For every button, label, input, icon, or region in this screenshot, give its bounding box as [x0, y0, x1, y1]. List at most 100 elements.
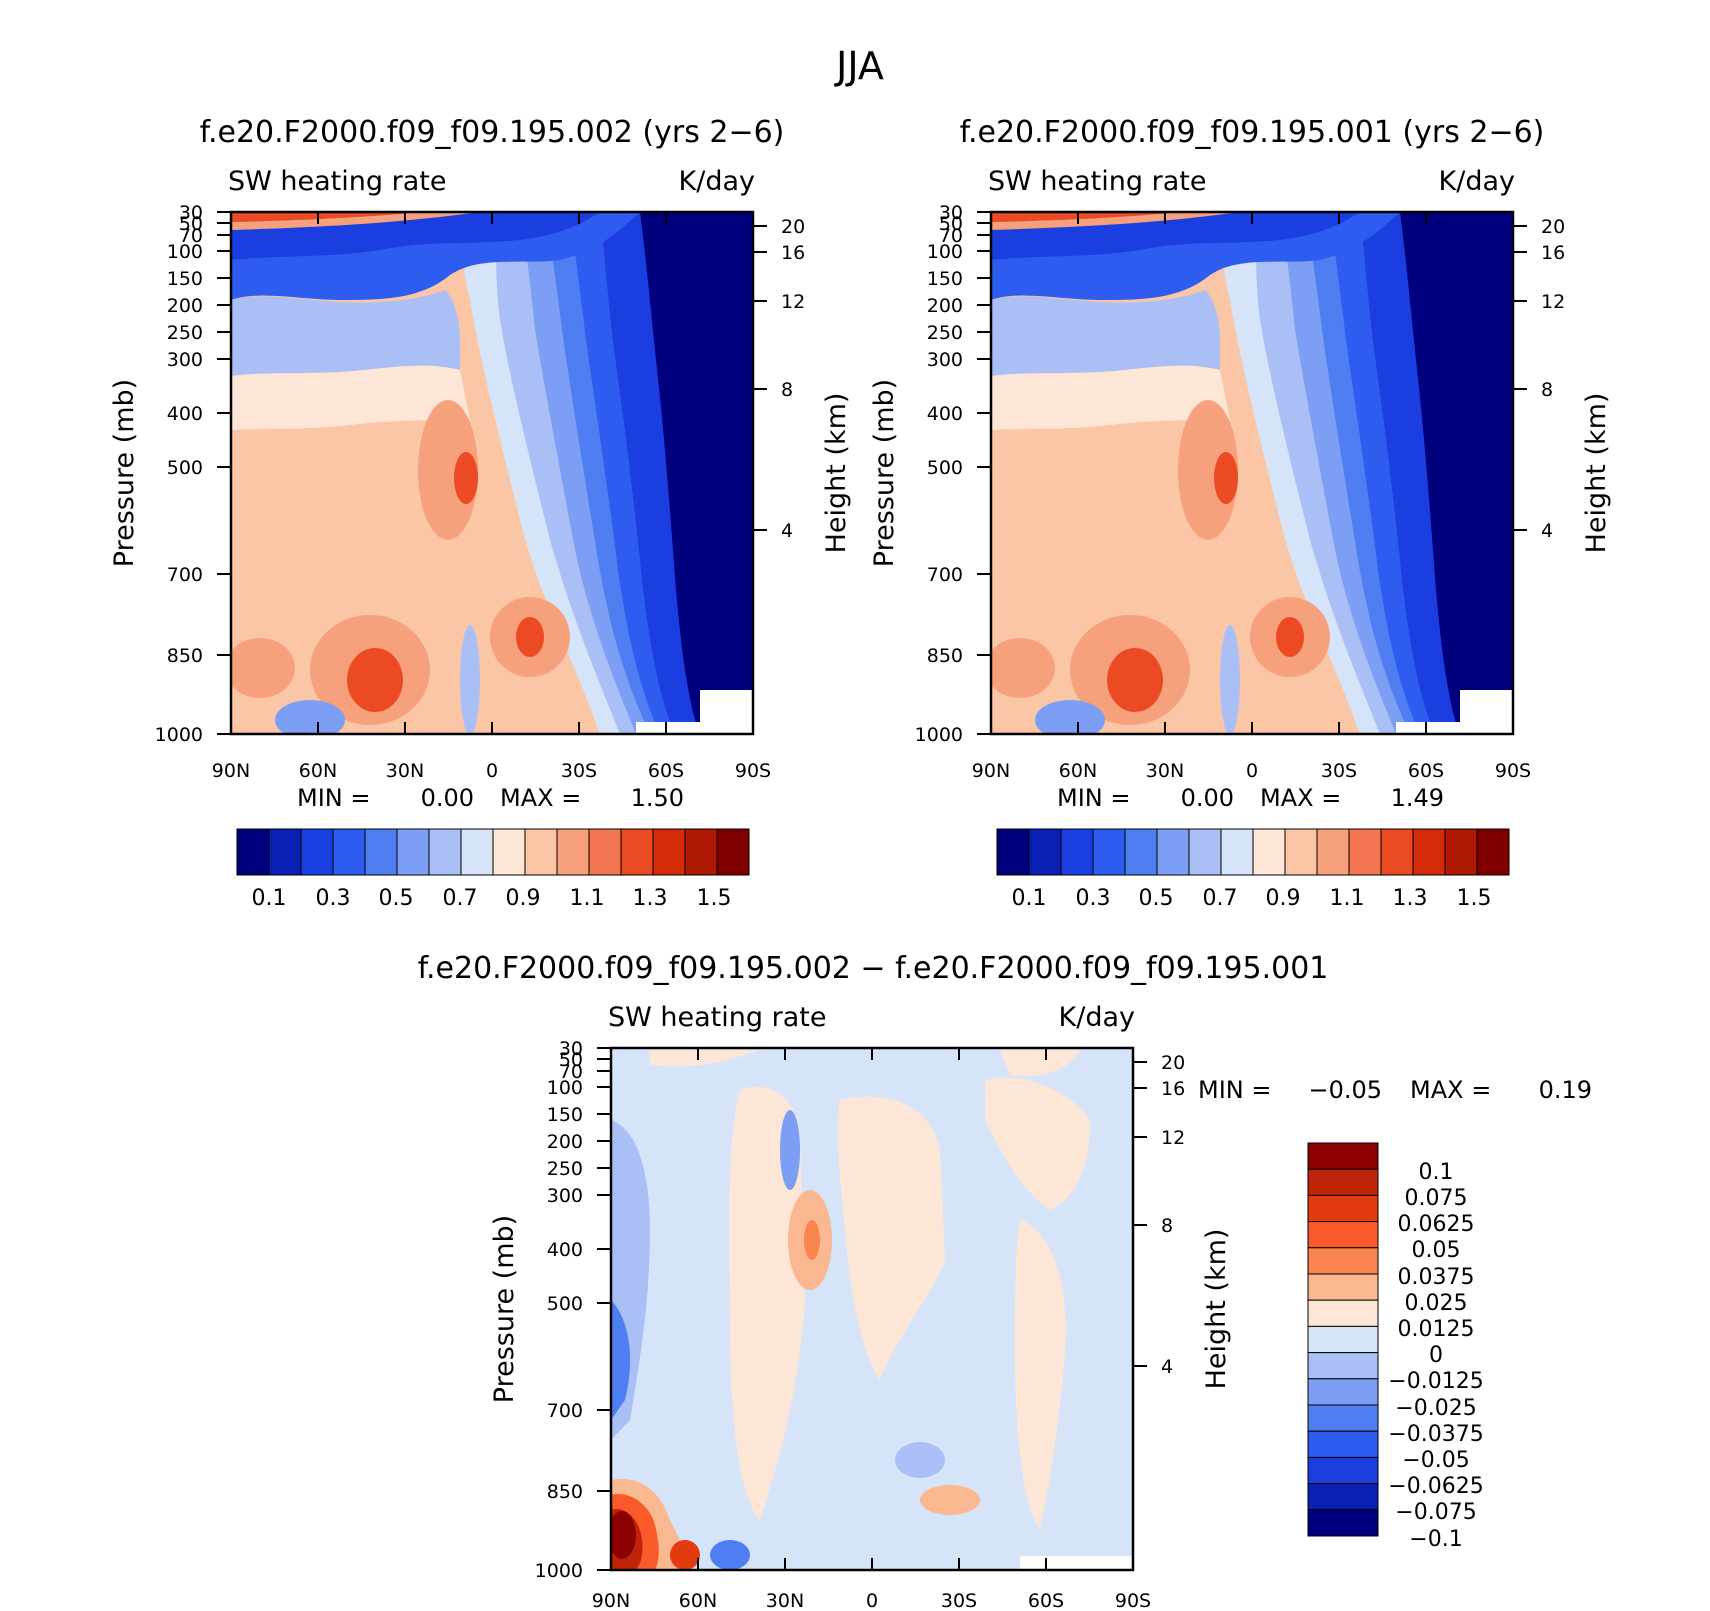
y2-axis-label: Height (km) [1201, 1229, 1232, 1390]
colorbar-label: 0.9 [1266, 886, 1301, 911]
colorbar-swatch [1307, 1142, 1379, 1170]
x-tick-label: 30N [1146, 760, 1184, 782]
y2-tick-label: 12 [781, 291, 805, 313]
colorbar-label: −0.05 [1402, 1448, 1469, 1473]
colorbar-swatch [1476, 828, 1510, 876]
colorbar-label: 0 [1429, 1343, 1443, 1368]
y-axis-label: Pressure (mb) [489, 1215, 520, 1403]
colorbar-label: 1.5 [1457, 886, 1492, 911]
y2-tick-label: 4 [1541, 520, 1553, 542]
colorbar-label: −0.0625 [1388, 1474, 1483, 1499]
colorbar-label: −0.0125 [1388, 1369, 1483, 1394]
min-label: MIN = [1057, 784, 1130, 812]
y-tick-label: 500 [927, 457, 963, 479]
x-tick-label: 90N [212, 760, 250, 782]
colorbar-label: 1.3 [633, 886, 668, 911]
y2-tick-label: 16 [1541, 242, 1565, 264]
colorbar-swatch [1252, 828, 1286, 876]
tick-marks [217, 211, 767, 735]
y-tick-label: 50 [939, 213, 963, 235]
y-tick-label: 850 [547, 1481, 583, 1503]
x-tick-labels: 90N 60N 30N 0 30S 60S 90S [592, 1590, 1151, 1611]
x-tick-label: 30N [386, 760, 424, 782]
x-tick-label: 30S [561, 760, 597, 782]
colorbar-swatch [492, 828, 526, 876]
y-tick-label: 250 [927, 322, 963, 344]
colorbar-swatch [1348, 828, 1382, 876]
y2-tick-labels: 20 16 12 8 4 [781, 216, 805, 542]
min-label: MIN = [297, 784, 370, 812]
max-label: MAX = [1410, 1076, 1491, 1104]
colorbar-swatch [1307, 1325, 1379, 1354]
y-tick-label: 250 [167, 322, 203, 344]
panel-difference: f.e20.F2000.f09_f09.195.002 − f.e20.F200… [418, 951, 1592, 1611]
y-axis-label: Pressure (mb) [869, 379, 900, 567]
figure-title: JJA [834, 44, 884, 88]
x-tick-label: 60N [1059, 760, 1097, 782]
y-tick-label: 100 [547, 1077, 583, 1099]
colorbar-swatch [1307, 1483, 1379, 1511]
y-tick-label: 1000 [535, 1560, 583, 1582]
panel-units-label: K/day [1059, 1002, 1135, 1033]
min-value: 0.00 [1181, 784, 1234, 812]
y2-axis-label: Height (km) [1581, 393, 1612, 554]
colorbar-label: 0.5 [379, 886, 414, 911]
y-tick-label: 30 [559, 1038, 583, 1060]
colorbar-labels: 0.1 0.3 0.5 0.7 0.9 1.1 1.3 1.5 [1012, 886, 1492, 911]
colorbar-swatch [1444, 828, 1478, 876]
min-max-readout: MIN = 0.00 MAX = 1.49 [1057, 784, 1444, 812]
colorbar-swatch [1124, 828, 1158, 876]
x-tick-label: 90S [735, 760, 771, 782]
colorbar-label: 1.1 [1330, 886, 1365, 911]
colorbar-swatch [1307, 1273, 1379, 1301]
y2-tick-label: 20 [781, 216, 805, 238]
panel-variable-label: SW heating rate [988, 166, 1206, 197]
y-tick-labels: 30 50 70 100 150 200 250 300 400 500 700… [915, 202, 963, 746]
colorbar-swatch [1307, 1221, 1379, 1249]
panel-title: f.e20.F2000.f09_f09.195.002 − f.e20.F200… [418, 951, 1329, 986]
colorbar-swatch [1220, 828, 1254, 876]
y-tick-label: 300 [927, 349, 963, 371]
colorbar-label: 0.7 [1203, 886, 1238, 911]
colorbar-labels: 0.1 0.075 0.0625 0.05 0.0375 0.025 0.012… [1388, 1160, 1483, 1552]
y-tick-label: 250 [547, 1158, 583, 1180]
colorbar-label: 0.1 [252, 886, 287, 911]
colorbar-swatch [588, 828, 622, 876]
x-tick-label: 90S [1115, 1590, 1151, 1611]
panel-title: f.e20.F2000.f09_f09.195.001 (yrs 2−6) [960, 115, 1545, 150]
y-tick-label: 30 [179, 202, 203, 224]
y-tick-label: 30 [939, 202, 963, 224]
y-tick-label: 500 [547, 1293, 583, 1315]
colorbar-label: −0.1 [1409, 1527, 1462, 1552]
y-tick-labels: 30 50 70 100 150 200 250 300 400 500 700… [535, 1038, 583, 1582]
colorbar [996, 828, 1510, 876]
x-tick-label: 60N [299, 760, 337, 782]
y-tick-label: 300 [167, 349, 203, 371]
max-value: 0.19 [1539, 1076, 1592, 1104]
colorbar-label: 1.5 [697, 886, 732, 911]
colorbar-label: −0.0375 [1388, 1422, 1483, 1447]
y-tick-label: 70 [559, 1061, 583, 1083]
x-tick-label: 90S [1495, 760, 1531, 782]
tick-marks [597, 1047, 1147, 1571]
colorbar-labels: 0.1 0.3 0.5 0.7 0.9 1.1 1.3 1.5 [252, 886, 732, 911]
y-tick-label: 150 [167, 268, 203, 290]
max-label: MAX = [500, 784, 581, 812]
y-tick-label: 700 [927, 564, 963, 586]
panel-units-label: K/day [1439, 166, 1515, 197]
colorbar-swatch [1092, 828, 1126, 876]
y-tick-label: 200 [547, 1131, 583, 1153]
colorbar-swatch [396, 828, 430, 876]
panel-units-label: K/day [679, 166, 755, 197]
colorbar-swatch [556, 828, 590, 876]
y-axis-label: Pressure (mb) [109, 379, 140, 567]
y-tick-label: 100 [927, 241, 963, 263]
colorbar-swatch [1188, 828, 1222, 876]
y-tick-label: 150 [547, 1104, 583, 1126]
y-tick-label: 100 [167, 241, 203, 263]
panel-variable-label: SW heating rate [608, 1002, 826, 1033]
y-tick-label: 850 [927, 645, 963, 667]
min-label: MIN = [1198, 1076, 1271, 1104]
colorbar-swatch [1380, 828, 1414, 876]
colorbar [236, 828, 750, 876]
